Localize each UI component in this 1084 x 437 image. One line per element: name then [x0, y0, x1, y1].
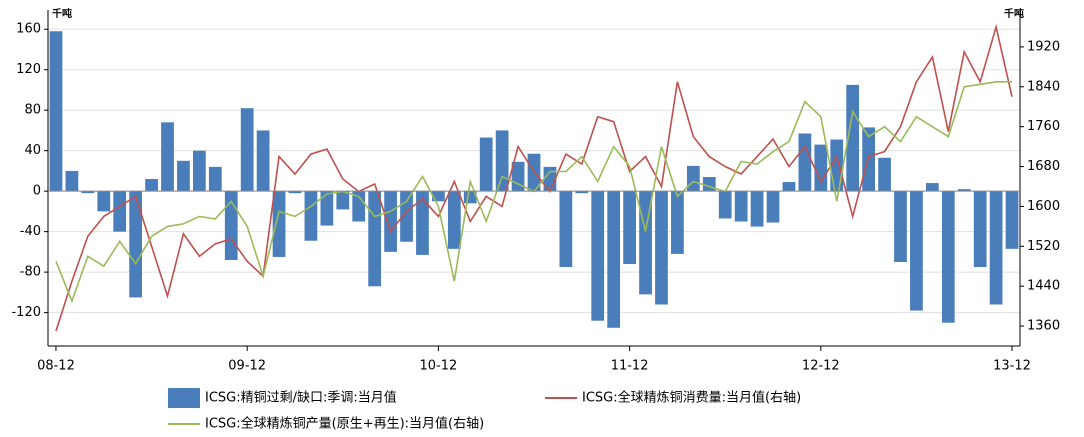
y-tick-label: -120	[11, 305, 41, 320]
bar	[846, 84, 860, 192]
y2-tick-label: 1360	[1027, 319, 1060, 334]
bar	[830, 139, 844, 192]
bar	[686, 165, 700, 192]
y-tick-label: 120	[16, 62, 41, 77]
bar	[671, 191, 684, 254]
bar	[129, 191, 143, 298]
bar	[65, 170, 79, 192]
bar	[479, 137, 493, 192]
bar	[941, 191, 955, 323]
bar	[193, 150, 206, 192]
bar	[97, 191, 111, 212]
y2-tick-label: 1680	[1027, 159, 1060, 174]
bar	[814, 144, 828, 192]
bar	[575, 191, 589, 194]
x-tick-label: 13-12	[993, 359, 1031, 374]
bar	[49, 31, 63, 192]
legend-label: ICSG:全球精炼铜消费量:当月值(右轴)	[582, 390, 801, 406]
bar	[559, 191, 573, 268]
legend-label: ICSG:精铜过剩/缺口:季调:当月值	[205, 390, 397, 406]
bar	[989, 191, 1003, 305]
bar	[432, 191, 445, 202]
y-tick-label: 160	[16, 22, 41, 37]
x-tick-label: 12-12	[802, 359, 840, 374]
x-tick-label: 11-12	[611, 359, 649, 374]
bar	[925, 183, 939, 192]
bar	[320, 191, 334, 226]
bar	[591, 191, 605, 321]
y2-tick-label: 1840	[1027, 79, 1060, 94]
y-tick-label: -40	[20, 224, 41, 239]
y-tick-label: 80	[24, 103, 41, 118]
bar	[734, 191, 748, 222]
y-tick-label: 40	[24, 143, 41, 158]
y2-tick-label: 1600	[1027, 199, 1060, 214]
legend-label: ICSG:全球精炼铜产量(原生+再生):当月值(右轴)	[205, 416, 484, 432]
bar	[718, 191, 732, 219]
bar	[177, 160, 190, 192]
bar	[256, 130, 270, 192]
bar	[894, 191, 907, 262]
bar	[702, 176, 716, 192]
x-tick-label: 10-12	[420, 359, 458, 374]
bar	[623, 191, 636, 265]
bar	[368, 191, 382, 287]
bar	[910, 191, 923, 311]
bar	[798, 133, 812, 192]
bar	[208, 166, 222, 192]
y2-tick-label: 1440	[1027, 279, 1060, 294]
bar	[161, 122, 174, 192]
bar	[336, 191, 350, 210]
y2-tick-label: 1520	[1027, 239, 1060, 254]
bar	[973, 191, 987, 268]
bar	[288, 191, 302, 194]
legend-swatch	[168, 388, 200, 408]
bar	[607, 191, 621, 328]
bar	[447, 191, 461, 249]
bar	[655, 191, 668, 305]
bar	[1005, 191, 1019, 249]
bar	[81, 191, 95, 194]
bar	[272, 191, 286, 257]
bar	[957, 189, 971, 192]
bar	[304, 191, 318, 241]
bar	[511, 161, 525, 192]
bar	[145, 179, 158, 192]
bar	[878, 157, 891, 192]
y-tick-label: -80	[20, 265, 41, 280]
y2-tick-label: 1920	[1027, 39, 1060, 54]
bar	[495, 130, 509, 192]
y-unit: 千吨	[52, 7, 72, 20]
bar	[352, 191, 366, 222]
bar	[416, 191, 429, 255]
x-tick-label: 08-12	[37, 359, 75, 374]
y2-tick-label: 1760	[1027, 119, 1060, 134]
bar	[240, 108, 254, 192]
bar	[750, 191, 764, 227]
y-tick-label: 0	[33, 184, 41, 199]
y2-unit: 千吨	[1004, 7, 1024, 20]
bar	[384, 191, 397, 252]
bar	[113, 191, 127, 232]
line	[55, 23, 1013, 332]
bar	[782, 182, 796, 192]
bar	[766, 191, 780, 223]
x-tick-label: 09-12	[228, 359, 266, 374]
